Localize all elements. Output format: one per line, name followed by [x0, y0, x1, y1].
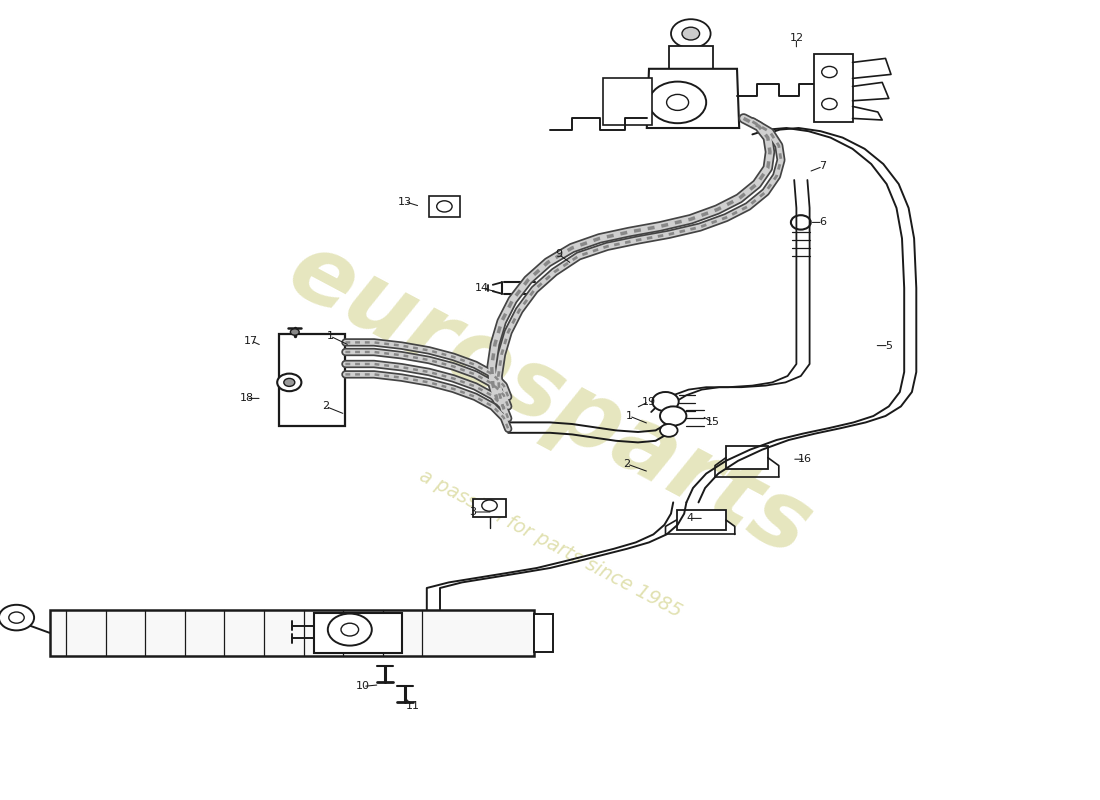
Circle shape: [482, 500, 497, 511]
Bar: [534, 614, 553, 652]
Circle shape: [667, 94, 689, 110]
Bar: [429, 196, 460, 217]
Text: eurosparts: eurosparts: [273, 223, 827, 577]
Circle shape: [822, 66, 837, 78]
Text: 5: 5: [886, 341, 892, 350]
Circle shape: [682, 27, 700, 40]
Text: 17: 17: [244, 336, 257, 346]
Bar: [279, 334, 345, 426]
Text: 7: 7: [820, 162, 826, 171]
Text: 15: 15: [706, 418, 719, 427]
Circle shape: [791, 215, 811, 230]
Bar: [473, 499, 506, 517]
Text: a passion for parts since 1985: a passion for parts since 1985: [416, 466, 684, 622]
Text: 1: 1: [626, 411, 632, 421]
Circle shape: [649, 82, 706, 123]
Bar: [726, 446, 768, 469]
Bar: [314, 613, 402, 653]
Text: 4: 4: [686, 514, 693, 523]
Polygon shape: [647, 69, 739, 128]
Text: 18: 18: [240, 394, 253, 403]
Circle shape: [341, 623, 359, 636]
Text: 16: 16: [799, 454, 812, 464]
Text: 14: 14: [475, 283, 488, 293]
Circle shape: [652, 392, 679, 411]
Text: 6: 6: [820, 218, 826, 227]
Bar: [814, 54, 852, 122]
Circle shape: [277, 374, 301, 391]
Bar: [603, 78, 652, 125]
Circle shape: [437, 201, 452, 212]
Text: 1: 1: [327, 331, 333, 341]
Circle shape: [660, 424, 678, 437]
Text: 13: 13: [398, 197, 411, 206]
Circle shape: [660, 406, 686, 426]
Text: 11: 11: [406, 701, 419, 710]
Bar: [669, 46, 713, 69]
Circle shape: [290, 329, 299, 335]
Text: 12: 12: [790, 34, 803, 43]
Text: 3: 3: [470, 507, 476, 517]
Text: 2: 2: [624, 459, 630, 469]
Circle shape: [9, 612, 24, 623]
Circle shape: [284, 378, 295, 386]
Text: 10: 10: [356, 682, 370, 691]
Circle shape: [0, 605, 34, 630]
Text: 9: 9: [556, 250, 562, 259]
Bar: [676, 510, 726, 530]
Circle shape: [822, 98, 837, 110]
Circle shape: [671, 19, 711, 48]
Bar: [50, 610, 534, 656]
Text: 2: 2: [322, 402, 329, 411]
Circle shape: [328, 614, 372, 646]
Text: 19: 19: [642, 397, 656, 406]
